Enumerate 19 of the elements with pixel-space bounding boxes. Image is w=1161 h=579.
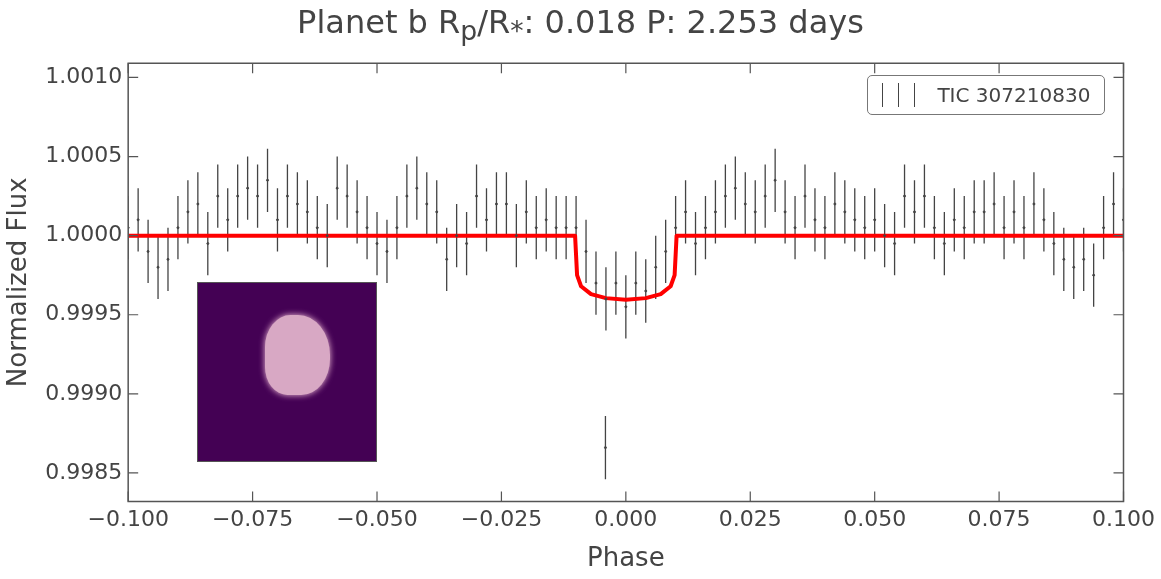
- x-tick-label: 0.050: [843, 506, 907, 532]
- x-tick-label: 0.075: [967, 506, 1031, 532]
- y-tick-label: 1.0000: [45, 221, 123, 247]
- chart-title: Planet b R$_{p}$/R$_{*}$: 0.018 P: 2.253 days: [296, 2, 865, 49]
- x-tick-label: 0.025: [718, 506, 782, 532]
- y-tick-label: 0.9985: [45, 458, 123, 484]
- y-tick-label: 0.9995: [45, 300, 123, 326]
- y-tick-label: 1.0010: [45, 63, 123, 89]
- x-tick-label: −0.025: [460, 506, 543, 532]
- y-axis-title: Normalized Flux: [2, 177, 33, 388]
- x-tick-label: −0.050: [336, 506, 418, 532]
- legend-label: TIC 307210830: [937, 83, 1091, 108]
- y-tick-label: 0.9990: [45, 379, 123, 405]
- x-tick-label: −0.075: [211, 506, 294, 532]
- x-tick-label: −0.100: [87, 506, 169, 532]
- x-axis-title: Phase: [587, 542, 665, 573]
- x-tick-label: 0.000: [594, 506, 658, 532]
- y-tick-label: 1.0005: [45, 142, 123, 168]
- x-tick-label: 0.100: [1092, 506, 1155, 532]
